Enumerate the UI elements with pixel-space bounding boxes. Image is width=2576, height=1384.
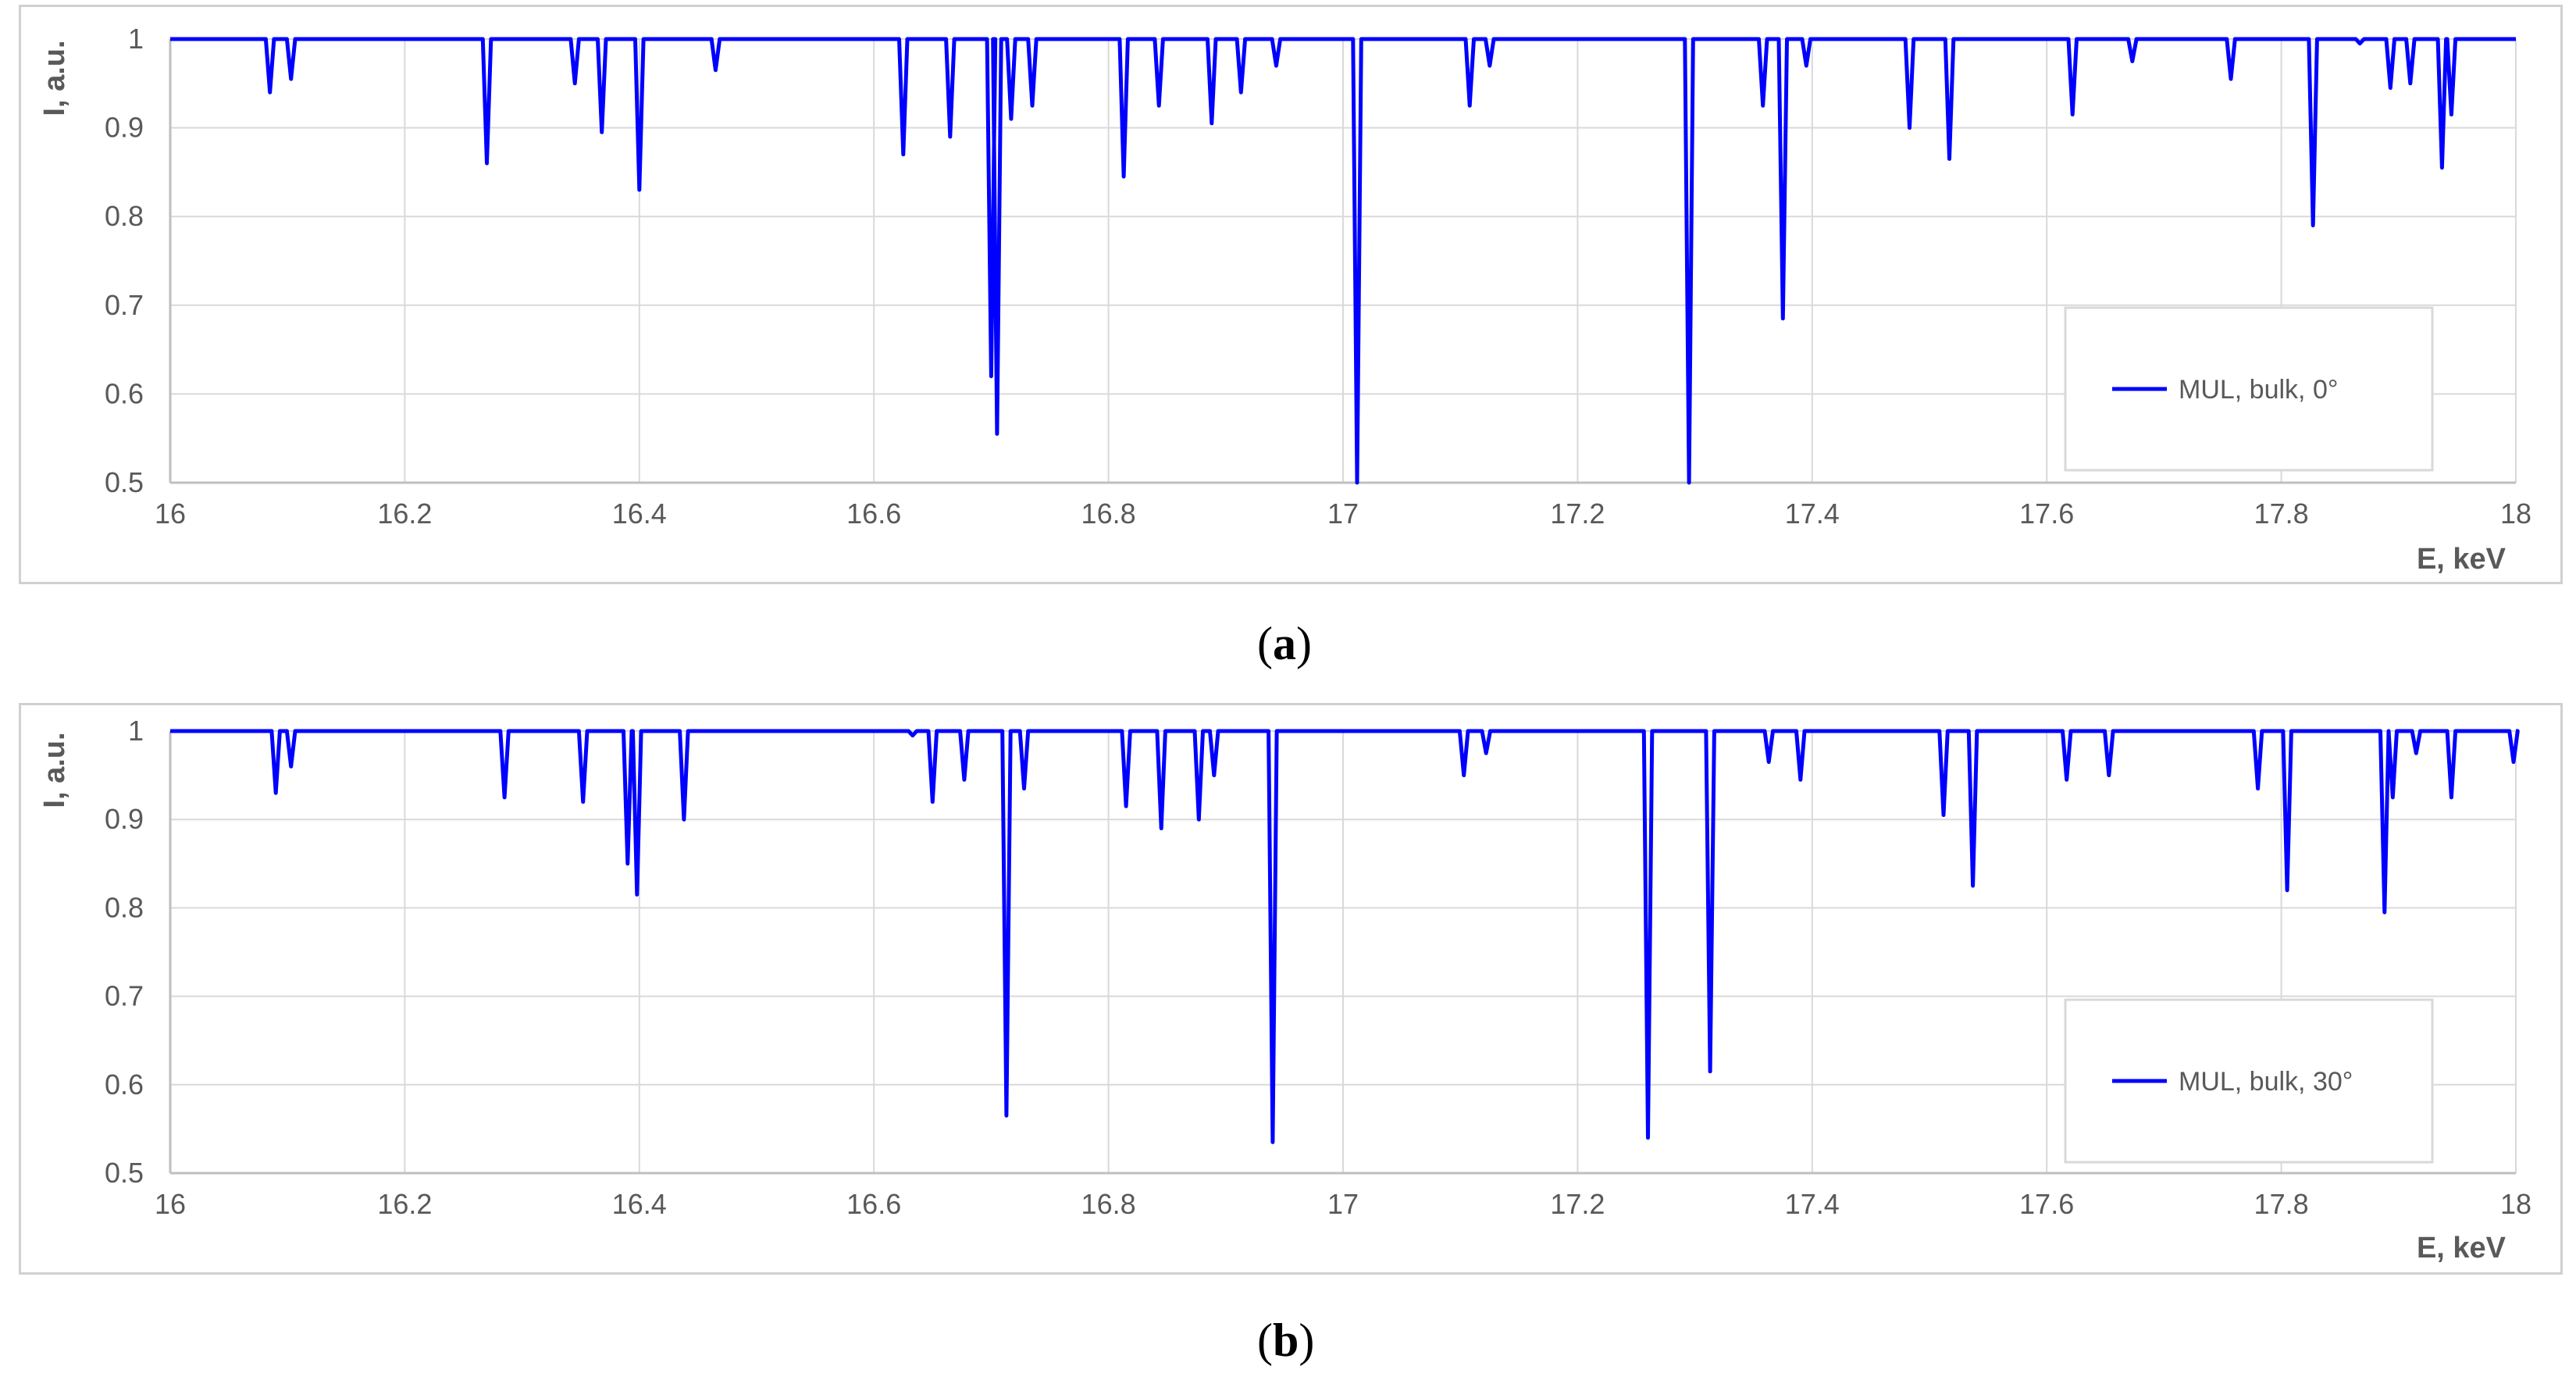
y-tick-label: 0.6 (105, 377, 144, 409)
x-tick-label: 17.4 (1785, 498, 1840, 530)
y-tick-label: 0.8 (105, 200, 144, 232)
panel-label-b-letter: b (1272, 1314, 1299, 1366)
x-tick-label: 17.6 (2019, 1188, 2074, 1220)
x-axis-title: E, keV (2417, 1232, 2507, 1265)
y-tick-label: 0.9 (105, 803, 144, 835)
x-tick-label: 17 (1327, 1188, 1359, 1220)
x-tick-label: 17.6 (2019, 498, 2074, 530)
x-tick-label: 16.4 (612, 1188, 667, 1220)
y-tick-label: 0.7 (105, 980, 144, 1012)
y-tick-label: 1 (128, 23, 144, 55)
x-tick-label: 16.6 (846, 1188, 901, 1220)
x-tick-label: 18 (2500, 498, 2531, 530)
x-tick-label: 18 (2500, 1188, 2531, 1220)
x-tick-label: 16 (155, 1188, 186, 1220)
chart-panel-b-frame (19, 703, 2563, 1275)
x-tick-label: 16.2 (377, 498, 432, 530)
x-tick-label: 17.2 (1550, 498, 1605, 530)
chart-panel-b: 16 16.2 16.4 16.6 16.8 17 17.2 17.4 17.6 17.8 18 0.… (38, 715, 2531, 1265)
panel-label-b: (b) (1257, 1314, 1315, 1366)
x-tick-label: 17.4 (1785, 1188, 1840, 1220)
x-tick-label: 16.6 (846, 498, 901, 530)
x-axis-title: E, keV (2417, 543, 2507, 576)
x-tick-label: 16.8 (1081, 1188, 1136, 1220)
panel-label-a-letter: a (1272, 618, 1296, 669)
y-axis-title: I, a.u. (38, 732, 71, 808)
x-tick-label: 17.8 (2254, 498, 2309, 530)
y-axis-title: I, a.u. (38, 40, 71, 116)
x-tick-label: 17.2 (1550, 1188, 1605, 1220)
x-tick-label: 17 (1327, 498, 1359, 530)
x-tick-label: 16.4 (612, 498, 667, 530)
legend-label: MUL, bulk, 30° (2179, 1067, 2353, 1097)
x-tick-label: 17.8 (2254, 1188, 2309, 1220)
legend-label: MUL, bulk, 0° (2179, 375, 2338, 405)
chart-panel-a-frame (19, 5, 2563, 584)
series-line (170, 37, 2516, 485)
y-tick-label: 0.8 (105, 891, 144, 923)
x-tick-label: 16.2 (377, 1188, 432, 1220)
y-tick-label: 0.5 (105, 466, 144, 498)
y-tick-label: 0.9 (105, 112, 144, 144)
y-tick-label: 0.6 (105, 1068, 144, 1100)
panel-label-a: (a) (1257, 618, 1312, 669)
x-tick-label: 16 (155, 498, 186, 530)
x-tick-label: 16.8 (1081, 498, 1136, 530)
y-tick-label: 0.5 (105, 1157, 144, 1189)
y-tick-label: 1 (128, 715, 144, 747)
y-tick-label: 0.7 (105, 289, 144, 321)
chart-panel-a: 16 16.2 16.4 16.6 16.8 17 17.2 17.4 17.6 17.8 18 0.… (38, 23, 2531, 576)
